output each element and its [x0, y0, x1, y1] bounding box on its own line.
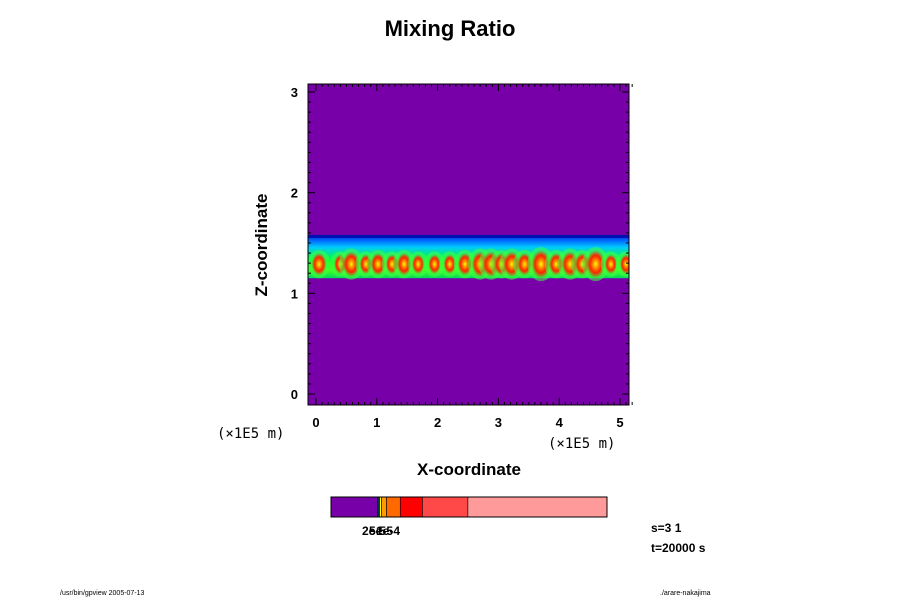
y-tick-label: 0 — [291, 387, 298, 402]
convective-cell — [604, 254, 618, 274]
colorbar-segment — [386, 496, 401, 518]
y-tick-label: 2 — [291, 186, 298, 201]
y-tick-label: 3 — [291, 85, 298, 100]
x-tick-label: 2 — [434, 415, 441, 430]
footer-source: ./arare-nakajima — [660, 590, 711, 597]
convective-cell — [428, 254, 441, 274]
x-axis-label: X-coordinate — [417, 460, 521, 479]
convective-cell — [586, 250, 606, 279]
convective-cell — [517, 252, 532, 276]
plot-area — [308, 84, 629, 405]
convective-cell — [619, 254, 629, 274]
x-tick-label: 1 — [373, 415, 380, 430]
colorbar-segment — [330, 496, 378, 518]
x-tick-label: 0 — [312, 415, 319, 430]
colorbar-tick-label: 1e-4 — [376, 524, 401, 538]
colorbar-segment — [467, 496, 608, 518]
x-axis-unit-left: (×1E5 m) — [217, 426, 285, 442]
convective-cell — [411, 254, 425, 274]
footer-command: /usr/bin/gpview 2005-07-13 — [60, 590, 145, 597]
convective-cell — [443, 254, 456, 274]
s-label: s=3 1 — [651, 521, 682, 535]
convective-cell — [370, 252, 386, 276]
colorbar-tick-label: 5e-5 — [369, 524, 394, 538]
colorbar-tick-label: 2e-5 — [362, 524, 387, 538]
x-axis-unit-right: (×1E5 m) — [548, 436, 616, 452]
colorbar-segment — [422, 496, 469, 518]
convective-cell — [342, 251, 360, 277]
chart-title: Mixing Ratio — [384, 16, 516, 41]
x-tick-label: 3 — [495, 415, 502, 430]
convective-cell — [531, 250, 551, 279]
y-tick-label: 1 — [291, 286, 298, 301]
colorbar — [330, 496, 608, 518]
axes: 0 1 2 3 4 5 0 1 2 3 — [291, 83, 633, 430]
t-label: t=20000 s — [651, 541, 706, 555]
convective-cell — [311, 252, 327, 276]
convective-cell — [396, 252, 412, 276]
colorbar-segment — [381, 496, 387, 518]
colorbar-frame — [330, 496, 608, 518]
x-tick-label: 4 — [556, 415, 564, 430]
band-top-edge — [308, 234, 629, 238]
colorbar-segment — [399, 496, 423, 518]
x-tick-label: 5 — [616, 415, 623, 430]
